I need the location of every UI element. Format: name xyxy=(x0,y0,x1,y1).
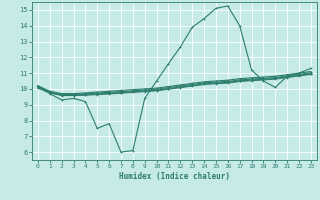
X-axis label: Humidex (Indice chaleur): Humidex (Indice chaleur) xyxy=(119,172,230,181)
